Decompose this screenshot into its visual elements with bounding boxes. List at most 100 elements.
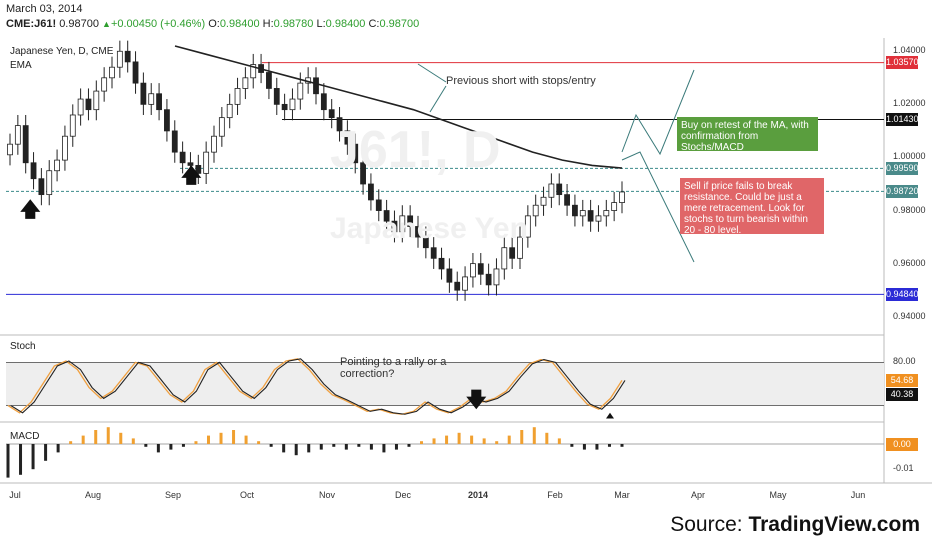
macd-histogram-bar — [307, 444, 311, 453]
candle-body — [344, 130, 351, 145]
price-pane-title: Japanese Yen, D, CME — [10, 46, 114, 57]
macd-histogram-bar — [445, 435, 449, 444]
ema-line — [174, 45, 623, 169]
candle-body — [336, 117, 343, 132]
macd-histogram-bar — [94, 430, 98, 444]
header-quote: CME:J61! 0.98700 ▲+0.00450 (+0.46%) O:0.… — [6, 18, 419, 30]
candle-body — [415, 226, 421, 238]
macd-pane-title: MACD — [10, 431, 40, 442]
candle-body — [485, 273, 492, 286]
candle-body — [250, 64, 257, 79]
macd-histogram-bar — [369, 444, 373, 450]
macd-histogram-bar — [470, 435, 474, 444]
stoch-k-plate: 54.68 — [886, 374, 918, 388]
price-level-plate: 0.98720 — [886, 184, 919, 198]
candle-body — [281, 103, 288, 111]
stoch-tick-label: 80.00 — [893, 356, 916, 367]
candle-body — [509, 247, 516, 259]
macd-histogram-bar — [244, 435, 248, 444]
macd-histogram-bar — [81, 435, 85, 444]
macd-histogram-bar — [432, 438, 436, 444]
header-l: 0.98400 — [325, 18, 366, 30]
candle-body — [14, 125, 21, 145]
stoch-pane-title: Stoch — [10, 341, 36, 352]
macd-histogram-bar — [394, 444, 398, 450]
sell-note: Sell if price fails to break resistance.… — [680, 178, 824, 236]
candle-body — [187, 162, 194, 166]
time-tick-label: Aug — [84, 490, 102, 500]
header-c-label: C: — [368, 18, 380, 30]
price-tick-label: 1.02000 — [893, 98, 926, 109]
macd-histogram-bar — [131, 438, 135, 444]
down-arrow-icon: 🡇 — [466, 389, 487, 411]
price-tick-label: 1.00000 — [893, 151, 926, 162]
price-tick-label: 1.04000 — [893, 45, 926, 56]
candle-body — [171, 130, 178, 153]
time-tick-label: Nov — [318, 490, 336, 500]
candle-body — [438, 257, 445, 270]
macd-histogram-bar — [332, 444, 336, 447]
candle-body — [587, 210, 594, 222]
macd-histogram-bar — [582, 444, 586, 450]
macd-histogram-bar — [294, 444, 298, 456]
macd-histogram-bar — [44, 444, 48, 461]
candle-body — [462, 276, 468, 291]
candle-body — [368, 183, 374, 201]
time-tick-label: Sep — [164, 490, 182, 500]
candle-body — [430, 247, 437, 259]
time-tick-label: Oct — [239, 490, 255, 500]
candle-body — [85, 98, 92, 111]
macd-histogram-bar — [144, 444, 148, 447]
macd-histogram-bar — [194, 441, 198, 444]
candle-body — [77, 98, 84, 116]
candle-body — [38, 178, 45, 196]
stoch-k-line — [10, 358, 626, 415]
candle-body — [532, 204, 539, 217]
up-arrow-icon: 🡅 — [20, 199, 41, 221]
price-level-plate: 1.01430 — [886, 112, 919, 126]
macd-histogram-bar — [495, 441, 499, 444]
macd-histogram-bar — [545, 432, 549, 444]
header-l-label: L: — [316, 18, 326, 30]
price-level-plate: 1.03570 — [886, 56, 919, 70]
macd-histogram-bar — [219, 432, 223, 444]
candle-body — [179, 151, 186, 164]
source-credit: Source: TradingView.com — [670, 513, 920, 537]
candle-body — [595, 215, 602, 222]
source-brand: TradingView.com — [748, 513, 920, 536]
candle-body — [383, 210, 390, 222]
candle-body — [273, 88, 280, 105]
candle-body — [619, 191, 625, 203]
macd-histogram-bar — [206, 435, 210, 444]
projection-arrow — [417, 63, 447, 83]
candle-body — [320, 93, 327, 111]
candle-body — [124, 50, 131, 63]
macd-histogram-bar — [232, 430, 236, 444]
candle-body — [148, 93, 155, 105]
macd-histogram-bar — [595, 444, 599, 450]
macd-histogram-bar — [532, 427, 536, 444]
candle-body — [556, 183, 563, 196]
candle-body — [313, 77, 319, 95]
candle-body — [234, 88, 241, 105]
candle-body — [203, 151, 210, 174]
candle-body — [470, 263, 476, 278]
up-arrow-icon: 🡅 — [181, 165, 202, 187]
macd-histogram-bar — [457, 432, 461, 444]
candle-body — [242, 77, 249, 89]
price-tick-label: 0.94000 — [893, 310, 926, 321]
macd-histogram-bar — [319, 444, 323, 450]
candle-body — [297, 82, 304, 100]
header-date: March 03, 2014 — [6, 3, 83, 15]
macd-histogram-bar — [19, 444, 23, 475]
projection-arrow — [429, 85, 447, 113]
macd-histogram-bar — [56, 444, 60, 453]
macd-histogram-bar — [31, 444, 35, 470]
candle-body — [109, 66, 115, 79]
time-tick-label: Feb — [547, 490, 563, 500]
macd-histogram-bar — [570, 444, 574, 447]
price-level-plate: 0.94840 — [886, 287, 919, 301]
header-h: 0.98780 — [273, 18, 314, 30]
candle-body — [62, 135, 68, 161]
header-o-label: O: — [208, 18, 220, 30]
